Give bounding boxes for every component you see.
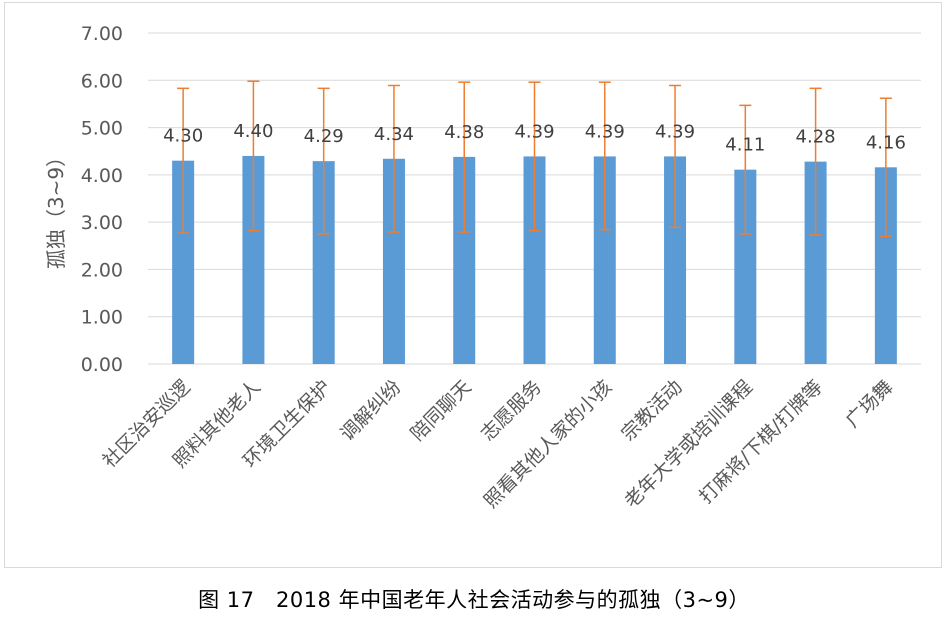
error-bar [247,80,260,232]
bar-chart: 0.00 1.00 2.00 3.00 4.00 5.00 6.00 7.00 4.30 4.4… [44,23,921,512]
data-label: 4.38 [444,122,484,143]
bar [804,161,827,364]
error-bar [177,87,190,234]
chart-frame: 0.00 1.00 2.00 3.00 4.00 5.00 6.00 7.00 4.30 4.4… [4,2,942,568]
data-label: 4.28 [796,127,836,148]
error-bar [669,84,682,229]
data-label: 4.39 [514,121,554,142]
error-bar [317,87,330,235]
data-label: 4.30 [163,126,203,147]
data-label: 4.40 [233,121,273,142]
bars [172,155,897,364]
y-tick-label: 7.00 [81,23,123,45]
error-bar [879,97,892,238]
category-label: 志愿服务 [477,376,546,445]
y-tick-label: 5.00 [81,118,123,140]
data-label: 4.34 [374,124,414,145]
data-label: 4.29 [304,126,344,147]
data-label: 4.16 [866,132,906,153]
error-bar [458,81,471,233]
error-bar [528,81,541,232]
y-tick-label: 4.00 [81,165,123,187]
y-axis-title: 孤独（3~9） [44,147,68,269]
y-tick-label: 3.00 [81,212,123,234]
y-tick-label: 0.00 [81,354,123,376]
data-label: 4.39 [585,121,625,142]
category-labels: 社区治安巡逻照料其他老人环境卫生保护 调解纠纷 陪同聊天 志愿服务照看其他人家的小孩宗… [98,376,897,512]
figure-caption: 图 17 2018 年中国老年人社会活动参与的孤独（3~9） [198,588,750,612]
data-label: 4.39 [655,121,695,142]
category-label: 广场舞 [842,376,898,432]
category-label: 老年大学或培训课程 [620,376,756,512]
y-axis-ticks: 0.00 1.00 2.00 3.00 4.00 5.00 6.00 7.00 [81,23,123,376]
error-bar [809,87,822,236]
bar [242,155,265,364]
bar [593,156,616,364]
bar [172,160,195,364]
bar [453,156,476,364]
bar [382,158,405,364]
bar [874,167,897,364]
category-label: 调解纠纷 [336,376,405,445]
category-label: 打麻将/下棋/打牌等 [695,376,827,508]
data-labels: 4.30 4.40 4.29 4.34 4.38 4.39 4.39 4.39 4.11 4.28… [163,121,906,156]
error-bars [177,80,892,238]
data-label: 4.11 [725,135,765,156]
category-label: 照看其他人家的小孩 [480,376,616,512]
bar [523,156,546,364]
y-tick-label: 2.00 [81,259,123,281]
bar [734,169,757,364]
y-tick-label: 1.00 [81,307,123,329]
error-bar [739,104,752,235]
bar [312,161,335,364]
error-bar [387,84,400,233]
error-bar [598,81,611,231]
bar [664,156,687,364]
category-label: 陪同聊天 [406,376,475,445]
category-label: 宗教活动 [617,376,686,445]
y-tick-label: 6.00 [81,70,123,92]
